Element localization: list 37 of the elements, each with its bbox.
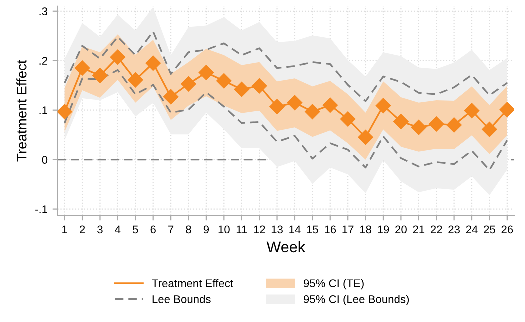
x-tick-label: 17 <box>342 226 354 234</box>
legend-label: 95% CI (Lee Bounds) <box>304 295 410 306</box>
x-tick-label: 4 <box>115 226 121 234</box>
x-tick-label: 3 <box>98 226 103 234</box>
x-axis-title: Week <box>266 241 306 253</box>
x-tick-label: 11 <box>236 226 248 234</box>
x-tick-label: 21 <box>413 226 425 234</box>
x-tick-label: 10 <box>218 226 230 234</box>
x-tick-label: 14 <box>290 226 301 234</box>
x-tick-label: 2 <box>80 226 86 234</box>
x-tick-label: 20 <box>396 226 407 234</box>
x-tick-label: 24 <box>466 226 478 234</box>
x-tick-label: 12 <box>254 226 266 234</box>
x-tick-label: 19 <box>378 226 390 234</box>
y-tick-label: -.1 <box>36 206 48 214</box>
x-tick-label: 25 <box>484 226 496 234</box>
y-tick-label: .3 <box>40 8 48 16</box>
x-tick-label: 8 <box>186 226 192 234</box>
legend-label: 95% CI (TE) <box>304 279 364 290</box>
legend-label: Treatment Effect <box>152 279 234 288</box>
x-tick-label: 16 <box>325 226 336 234</box>
y-tick-label: .1 <box>40 106 48 114</box>
x-tick-label: 18 <box>360 226 372 234</box>
x-tick-label: 9 <box>204 226 210 234</box>
legend-label: Lee Bounds <box>152 295 211 304</box>
y-tick-label: 0 <box>42 156 48 164</box>
x-tick-label: 1 <box>62 226 68 234</box>
x-tick-label: 5 <box>133 226 138 234</box>
x-tick-label: 15 <box>307 226 318 234</box>
x-tick-label: 22 <box>430 226 442 234</box>
x-tick-label: 6 <box>150 226 156 234</box>
y-axis-title: Treatment Effect <box>16 60 27 162</box>
x-tick-label: 7 <box>168 226 174 234</box>
y-tick-label: .2 <box>40 57 48 65</box>
x-tick-label: 26 <box>502 226 514 234</box>
x-tick-label: 13 <box>272 226 283 234</box>
x-tick-label: 23 <box>448 226 460 234</box>
